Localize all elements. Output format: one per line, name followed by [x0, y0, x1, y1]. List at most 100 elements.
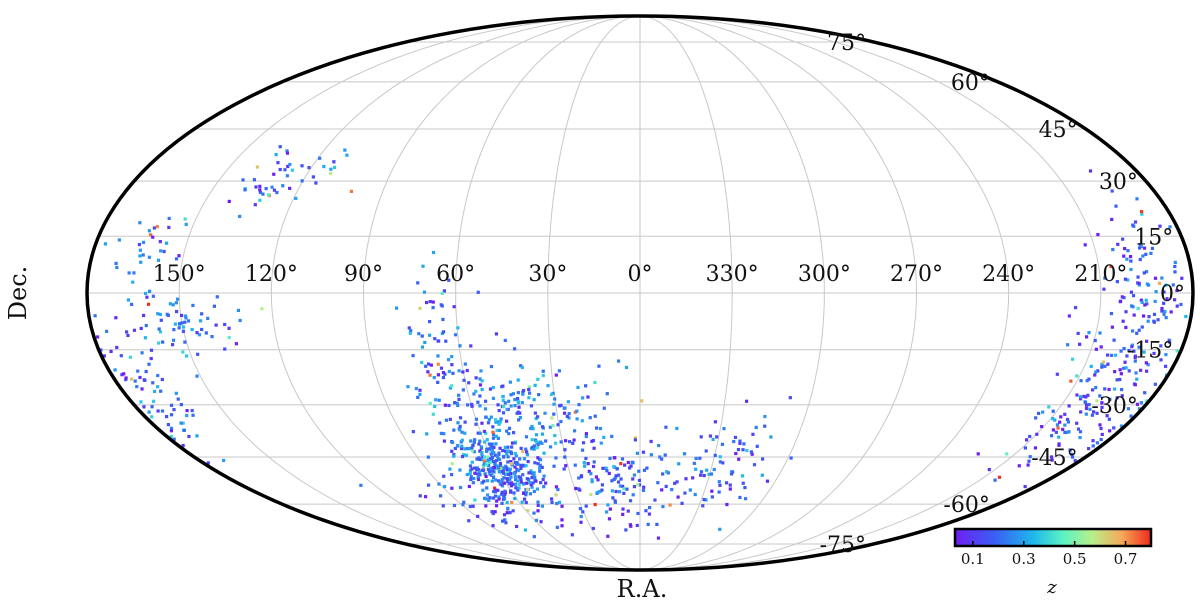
data-point	[1069, 379, 1073, 383]
data-point	[1107, 387, 1111, 392]
data-point	[185, 413, 189, 418]
data-point	[475, 468, 479, 472]
data-point	[1122, 254, 1126, 258]
data-point	[509, 451, 514, 456]
data-point	[428, 401, 432, 406]
data-point	[1096, 369, 1100, 373]
data-point	[533, 383, 537, 387]
data-point	[535, 415, 540, 419]
data-point	[465, 368, 469, 373]
data-point	[1132, 349, 1136, 353]
data-point	[622, 491, 626, 495]
data-point	[505, 511, 509, 515]
data-point	[1119, 372, 1123, 376]
data-point	[558, 404, 562, 408]
data-point	[450, 363, 454, 367]
data-point	[597, 364, 601, 368]
data-point	[1075, 374, 1079, 378]
data-point	[491, 496, 496, 500]
data-point	[436, 354, 440, 358]
data-point	[505, 429, 509, 433]
data-point	[503, 493, 507, 497]
data-point	[497, 422, 501, 426]
data-point	[710, 495, 714, 499]
data-point	[1173, 270, 1177, 274]
data-point	[1084, 403, 1089, 407]
data-point	[491, 425, 495, 429]
data-point	[712, 467, 716, 472]
data-point	[489, 415, 493, 419]
data-point	[602, 435, 606, 439]
data-point	[526, 508, 530, 513]
data-point	[641, 488, 646, 492]
data-point	[581, 510, 585, 514]
data-point	[516, 410, 520, 414]
data-point	[562, 467, 566, 471]
ra-tick-label: 0°	[628, 262, 653, 287]
data-point	[490, 510, 494, 514]
data-point	[182, 428, 186, 432]
data-point	[698, 456, 702, 460]
data-point	[456, 326, 460, 330]
data-point	[474, 422, 478, 426]
data-point	[1138, 242, 1142, 247]
data-point	[610, 489, 614, 493]
data-point	[516, 479, 520, 483]
data-point	[1112, 426, 1116, 430]
data-point	[473, 438, 477, 442]
data-point	[533, 461, 537, 465]
data-point	[179, 403, 183, 407]
data-point	[456, 443, 460, 448]
data-point	[573, 429, 577, 433]
data-point	[184, 316, 188, 320]
data-point	[1095, 411, 1099, 415]
data-point	[554, 373, 558, 377]
data-point	[1149, 251, 1153, 255]
data-point	[488, 496, 492, 500]
data-point	[1094, 386, 1098, 390]
data-point	[258, 190, 263, 194]
data-point	[465, 472, 469, 477]
data-point	[146, 302, 151, 306]
data-point	[117, 238, 121, 242]
data-point	[442, 289, 446, 293]
data-point	[660, 457, 664, 461]
data-point	[691, 476, 695, 480]
data-point	[158, 239, 162, 244]
data-point	[512, 471, 517, 475]
data-point	[243, 188, 247, 192]
data-point	[1143, 303, 1147, 307]
colorbar-ticks: 0.1 0.3 0.5 0.7	[961, 541, 1137, 568]
data-point	[1084, 395, 1088, 399]
data-point	[554, 456, 558, 460]
data-point	[503, 445, 507, 450]
data-point	[1173, 260, 1177, 265]
data-point	[181, 329, 186, 333]
data-point	[1115, 378, 1119, 382]
data-point	[534, 518, 539, 522]
data-point	[109, 349, 113, 354]
data-point	[610, 479, 614, 483]
data-point	[1144, 369, 1149, 373]
data-point	[555, 525, 559, 529]
data-point	[130, 377, 134, 381]
data-point	[1091, 439, 1095, 443]
data-point	[611, 496, 615, 500]
data-point	[1118, 300, 1122, 304]
data-point	[473, 471, 477, 475]
data-point	[1111, 247, 1115, 252]
data-point	[450, 384, 454, 388]
data-point	[593, 502, 597, 507]
data-point	[149, 356, 153, 361]
data-point	[1140, 300, 1144, 304]
data-point	[476, 400, 480, 404]
data-point	[1091, 410, 1096, 414]
data-point	[431, 306, 435, 310]
data-point	[600, 483, 605, 487]
data-point	[538, 458, 543, 462]
data-point	[708, 434, 713, 438]
data-point	[1063, 423, 1067, 427]
data-point	[527, 387, 531, 392]
data-point	[1102, 287, 1106, 291]
data-point	[142, 405, 146, 409]
